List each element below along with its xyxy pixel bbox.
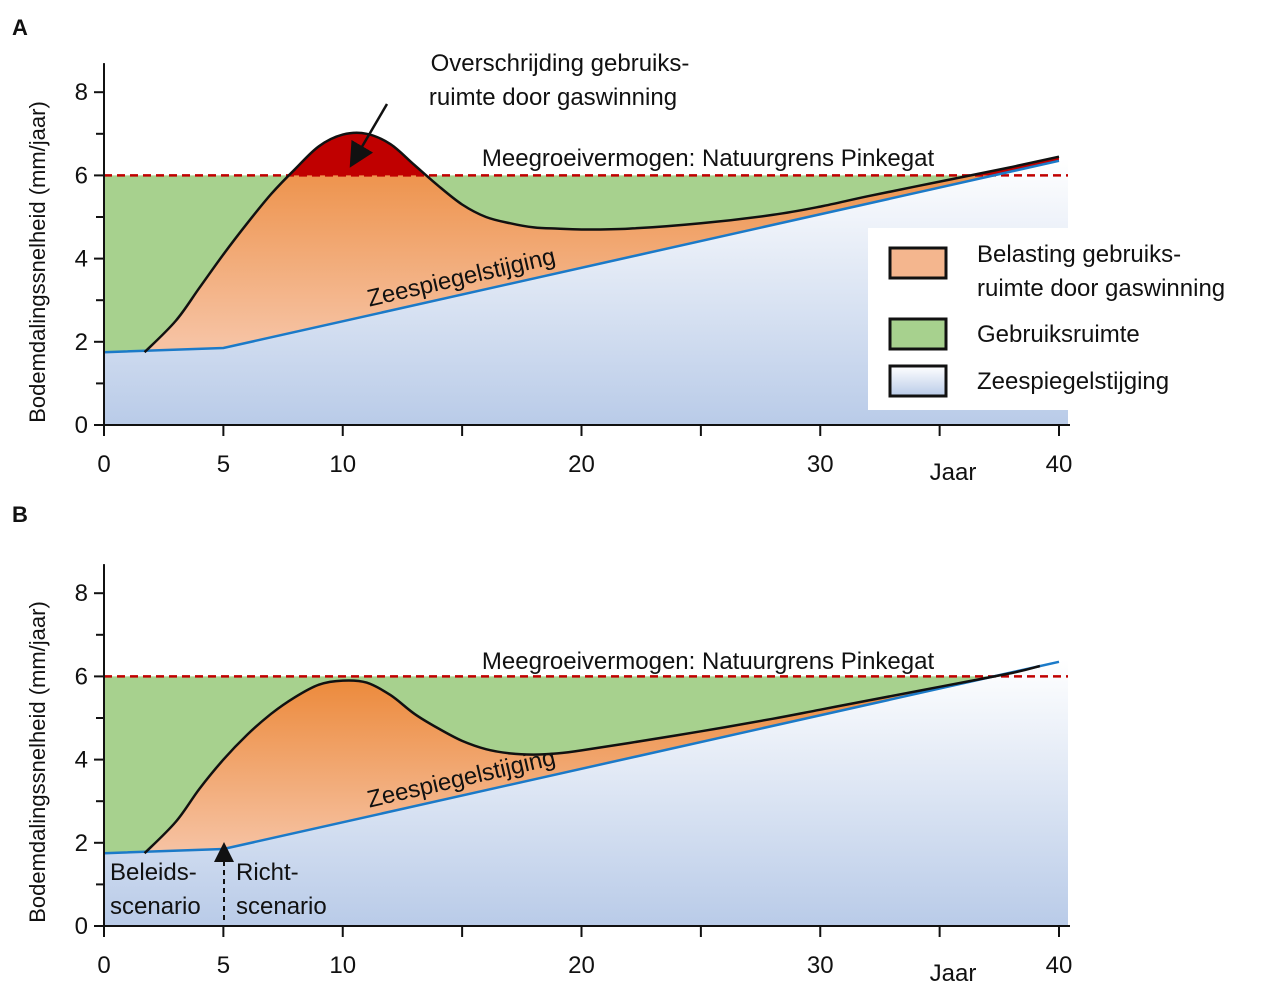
panel-a: A 0 2 4 6 8 0 5 10 20 30 40 Bodemdalingssnelheid (…: [12, 15, 1268, 486]
load-curve-line: [143, 131, 1060, 354]
chart-areas: [104, 659, 1068, 926]
x-tick-label: 20: [568, 952, 595, 979]
legend-label-usage: Gebruiksruimte: [977, 321, 1140, 348]
x-tick-label: 10: [329, 451, 356, 478]
panel-b: B 0 2 4 6 8 0 5 10 20 30 40 Bodemdalingssnelheid (…: [12, 502, 1072, 983]
chart-lines: [103, 131, 1068, 354]
x-tick-label: 30: [807, 451, 834, 478]
exceedance-label-line1: Overschrijding gebruiks-: [431, 50, 690, 77]
x-tick-label: 5: [217, 952, 230, 979]
y-tick-label: 4: [75, 747, 88, 774]
exceedance-arrow: [349, 103, 389, 168]
x-tick-label: 20: [568, 451, 595, 478]
beleids-label-line1: Beleids-: [110, 859, 197, 886]
x-tick-label: 5: [217, 451, 230, 478]
chart-axes: 0 2 4 6 8 0 5 10 20 30 40: [75, 564, 1073, 979]
legend-label-load-line1: Belasting gebruiks-: [977, 241, 1181, 268]
legend-label-load-line2: ruimte door gaswinning: [977, 275, 1225, 302]
legend-swatch-load: [888, 246, 948, 280]
y-tick-label: 8: [75, 580, 88, 607]
y-axis-title: Bodemdalingssnelheid (mm/jaar): [25, 601, 50, 923]
chart-axes: 0 2 4 6 8 0 5 10 20 30 40: [75, 63, 1073, 478]
x-tick-label: 0: [97, 952, 110, 979]
panel-letter-a: A: [12, 15, 28, 40]
load-area: [144, 666, 1040, 854]
x-axis-title: Jaar: [930, 459, 977, 486]
load-curve-line: [143, 664, 1041, 855]
legend-label-sea: Zeespiegelstijging: [977, 368, 1169, 395]
y-tick-label: 2: [75, 329, 88, 356]
x-axis-title: Jaar: [930, 960, 977, 983]
richt-label-line2: scenario: [236, 893, 327, 920]
x-tick-label: 10: [329, 952, 356, 979]
panel-letter-b: B: [12, 502, 28, 527]
legend-swatch-usage: [888, 317, 948, 351]
threshold-label: Meegroeivermogen: Natuurgrens Pinkegat: [482, 145, 935, 172]
y-tick-label: 8: [75, 79, 88, 106]
x-tick-label: 40: [1046, 451, 1073, 478]
y-tick-label: 6: [75, 162, 88, 189]
exceedance-label-line2: ruimte door gaswinning: [429, 84, 677, 111]
load-area: [144, 132, 1060, 353]
y-tick-label: 0: [75, 412, 88, 439]
sea-level-area: [104, 659, 1068, 926]
y-tick-label: 0: [75, 913, 88, 940]
threshold-label: Meegroeivermogen: Natuurgrens Pinkegat: [482, 648, 935, 675]
y-tick-label: 2: [75, 830, 88, 857]
x-tick-label: 30: [807, 952, 834, 979]
legend: Belasting gebruiks- ruimte door gaswinni…: [868, 228, 1268, 410]
richt-label-line1: Richt-: [236, 859, 299, 886]
legend-swatch-sea: [888, 364, 948, 398]
y-tick-label: 4: [75, 246, 88, 273]
exceedance-area: [288, 132, 1059, 176]
beleids-label-line2: scenario: [110, 893, 201, 920]
x-tick-label: 0: [97, 451, 110, 478]
x-tick-label: 40: [1046, 952, 1073, 979]
y-axis-title: Bodemdalingssnelheid (mm/jaar): [25, 101, 50, 423]
y-tick-label: 6: [75, 663, 88, 690]
chart-areas: [104, 132, 1068, 426]
sea-level-area: [104, 158, 1068, 426]
sea-level-line: [103, 159, 1060, 354]
